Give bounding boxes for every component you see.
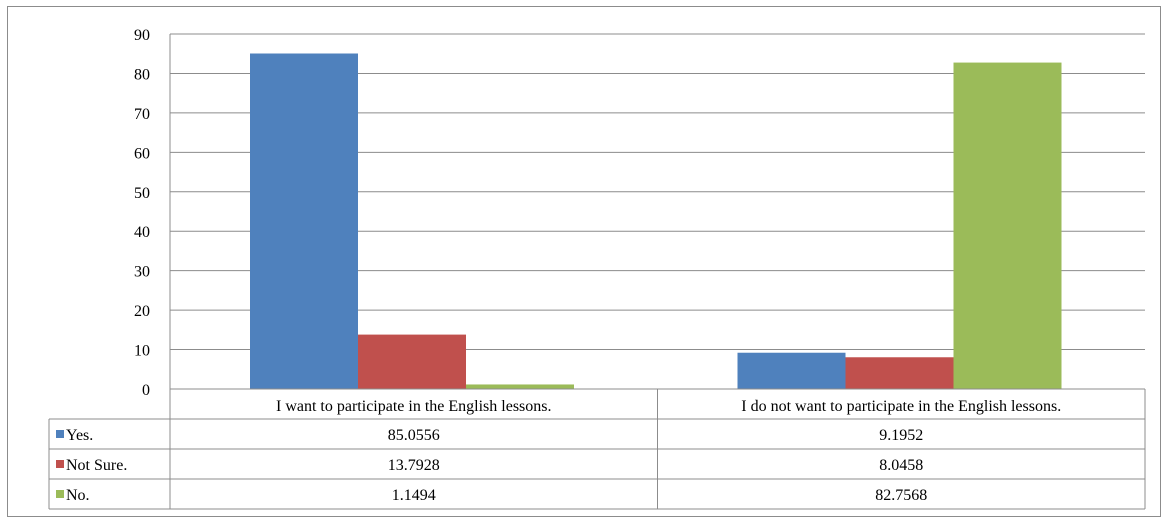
data-label-1-2: 9.1952 [879,427,923,444]
y-tick-label-80: 80 [134,66,150,83]
bar-2-category-1 [358,335,466,389]
legend-label-2: Not Sure. [66,457,127,474]
legend-label-3: No. [66,487,90,504]
bar-1-category-1 [250,54,358,389]
data-label-3-2: 82.7568 [875,487,927,504]
legend-key-2 [56,460,64,468]
legend-label-1: Yes. [66,427,93,444]
bar-3-category-1 [466,384,574,389]
y-tick-label-70: 70 [134,106,150,123]
y-tick-label-30: 30 [134,264,150,281]
bar-3-category-2 [954,63,1062,389]
y-tick-label-0: 0 [142,382,150,399]
category-label-1: I want to participate in the English les… [276,398,552,415]
data-label-2-1: 13.7928 [388,457,440,474]
y-tick-label-40: 40 [134,224,150,241]
category-label-2: I do not want to participate in the Engl… [741,398,1061,415]
bar-1-category-2 [738,353,846,389]
y-tick-label-90: 90 [134,27,150,44]
legend-key-1 [56,430,64,438]
y-tick-label-50: 50 [134,185,150,202]
data-label-3-1: 1.1494 [392,487,436,504]
y-tick-label-10: 10 [134,343,150,360]
y-tick-label-20: 20 [134,303,150,320]
bar-2-category-2 [846,357,954,389]
data-label-2-2: 8.0458 [879,457,923,474]
data-label-1-1: 85.0556 [388,427,440,444]
y-tick-label-60: 60 [134,145,150,162]
legend-key-3 [56,490,64,498]
